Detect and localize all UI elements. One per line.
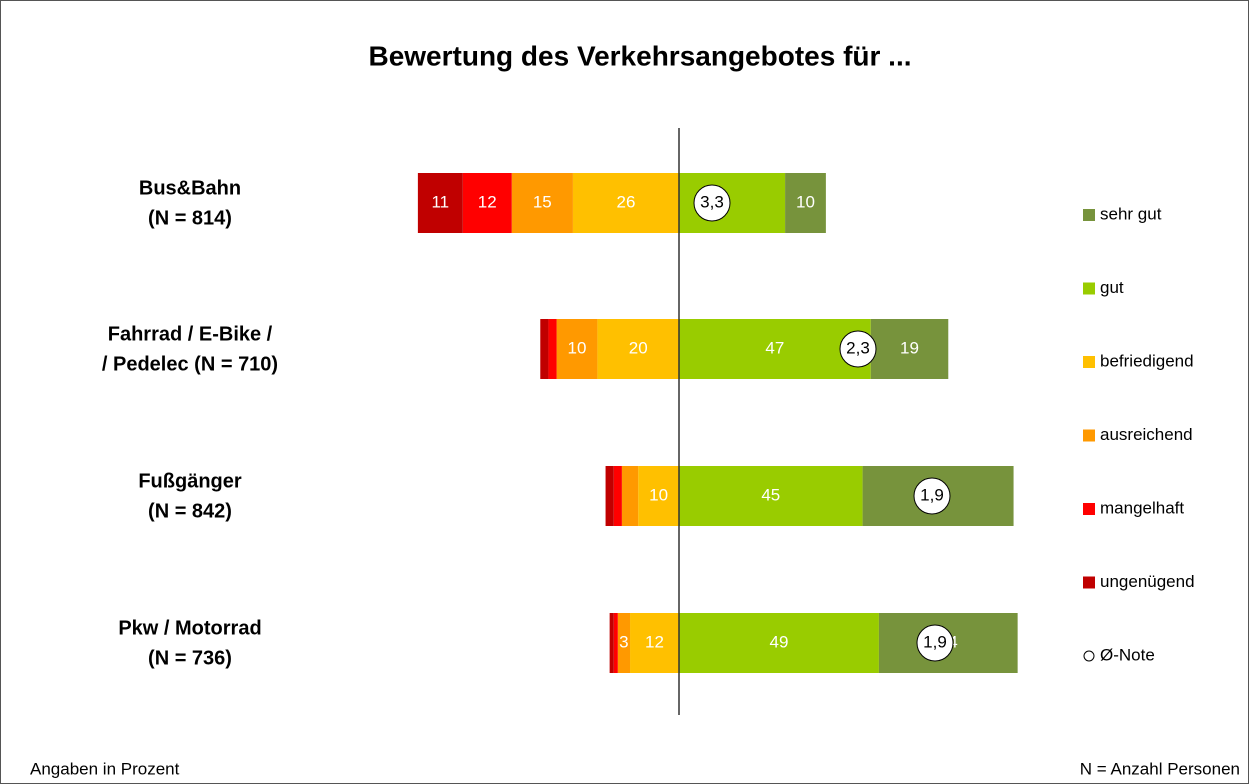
bar-segment [870,319,949,379]
legend-swatch [1083,650,1095,662]
average-marker [839,330,877,368]
legend-swatch [1083,503,1095,515]
bar-segment [556,319,598,379]
bar-segment [609,613,614,673]
category-label: Bus&Bahn [139,177,241,199]
legend-swatch [1083,576,1095,589]
bar-segment [785,173,826,233]
bar-segment [613,613,618,673]
legend-label: ausreichend [1100,425,1193,444]
bar-segment [605,466,614,526]
bar-segment [511,173,573,233]
bar-segment [462,173,512,233]
category-label: / Pedelec (N = 710) [102,353,278,375]
bar-segment [638,466,679,526]
category-label: Pkw / Motorrad [118,617,261,639]
value-label: 45 [761,485,780,504]
bar-segment [679,319,871,379]
value-label: 10 [649,485,668,504]
bar-segment [417,173,463,233]
legend-swatch [1083,429,1095,442]
average-label: 1,9 [920,485,944,504]
average-label: 1,9 [923,632,947,651]
category-label: Fahrrad / E-Bike / [108,323,273,345]
legend-label: ungenügend [1100,572,1195,591]
value-label: 20 [629,338,648,357]
value-label: 10 [568,338,587,357]
average-label: 2,3 [846,338,870,357]
value-label: 10 [796,192,815,211]
bar-segment [630,613,679,673]
bar-segment [679,466,863,526]
value-label: 15 [533,192,552,211]
value-label: 47 [765,338,784,357]
legend-label: mangelhaft [1100,498,1184,517]
category-label: (N = 814) [148,207,232,229]
bar-segment [597,319,679,379]
legend-swatch [1083,356,1095,368]
average-marker [693,184,731,222]
bar-segment [617,613,631,673]
average-marker [913,477,951,515]
bar-segment [613,466,622,526]
legend-label: Ø-Note [1100,645,1155,664]
legend-swatch [1083,282,1095,295]
value-label: 3 [619,632,628,651]
category-label: (N = 736) [148,647,232,669]
average-marker [916,624,954,662]
value-label: 19 [900,338,919,357]
category-label: Fußgänger [138,470,242,492]
value-label: 12 [478,192,497,211]
average-label: 3,3 [700,192,724,211]
legend-swatch [1083,209,1095,221]
footnote: N = Anzahl Personen [1080,759,1240,778]
footnote: Angaben in Prozent [30,759,180,778]
bar-segment [679,613,879,673]
value-label: 49 [769,632,788,651]
value-label: 26 [616,192,635,211]
value-label: 12 [645,632,664,651]
bar-segment [621,466,639,526]
bar-segment [572,173,679,233]
bar-segment [540,319,549,379]
value-label: 11 [431,192,449,211]
legend-label: sehr gut [1100,204,1162,223]
bar-segment [548,319,557,379]
chart-title: Bewertung des Verkehrsangebotes für ... [368,40,911,71]
legend-label: gut [1100,278,1124,297]
category-label: (N = 842) [148,500,232,522]
legend-label: befriedigend [1100,351,1194,370]
